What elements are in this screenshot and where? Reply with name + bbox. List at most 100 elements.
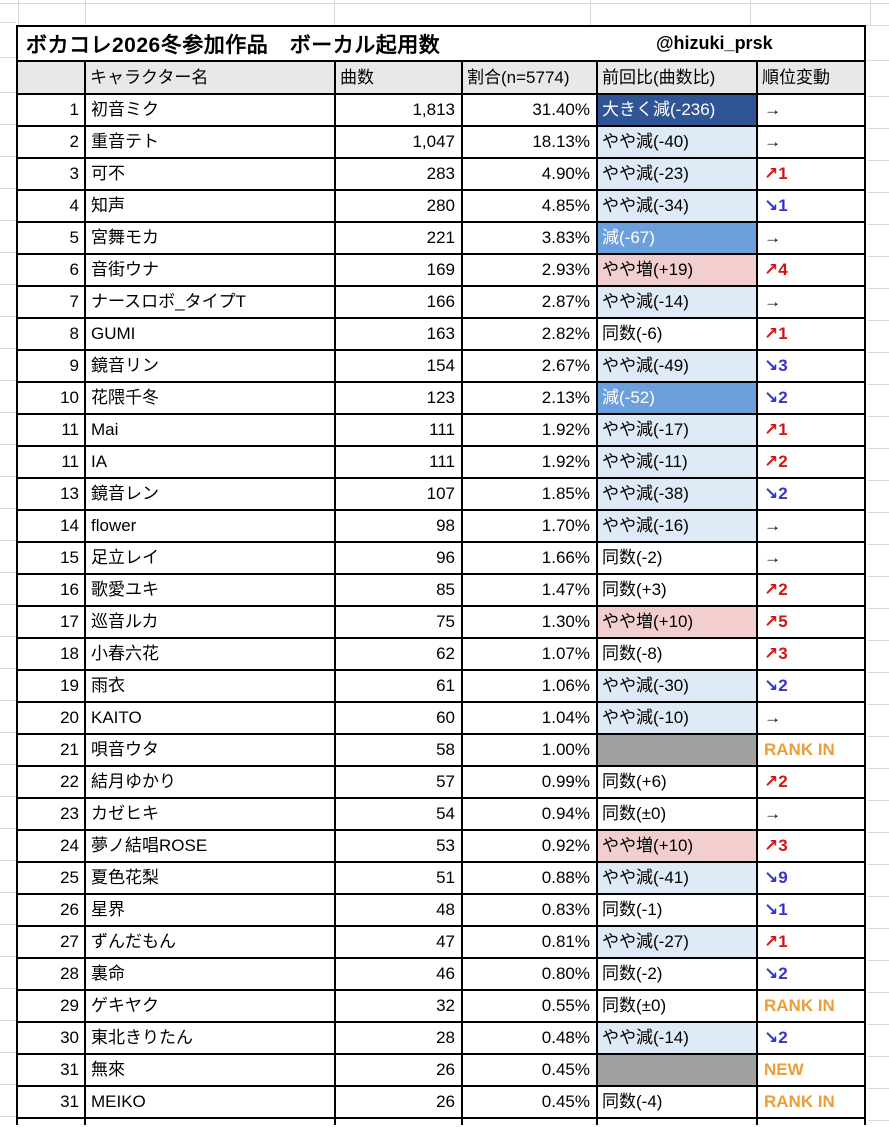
count-cell[interactable]: 47 [336,927,463,957]
prev-cell[interactable]: やや減(-34) [598,191,758,221]
prev-cell[interactable]: 減(-52) [598,383,758,413]
name-cell[interactable]: 初音ミク [86,95,336,125]
name-cell[interactable]: 重音テト [86,127,336,157]
share-cell[interactable]: 1.92% [463,415,598,445]
count-cell[interactable]: 166 [336,287,463,317]
movement-cell[interactable]: ↗2 [764,772,788,791]
rank-cell[interactable]: 27 [18,927,86,957]
movement-cell[interactable]: ↗1 [764,932,788,951]
rank-cell[interactable]: 24 [18,831,86,861]
count-cell[interactable]: 57 [336,767,463,797]
share-cell[interactable]: 2.93% [463,255,598,285]
prev-cell[interactable]: やや減(-27) [598,927,758,957]
count-cell[interactable]: 48 [336,895,463,925]
share-cell[interactable]: 2.13% [463,383,598,413]
prev-cell[interactable]: 同数(-6) [598,319,758,349]
count-cell[interactable]: 46 [336,959,463,989]
movement-cell[interactable]: ↘2 [764,1028,788,1047]
name-cell[interactable]: 唄音ウタ [86,735,336,765]
prev-cell[interactable]: やや増(+10) [598,607,758,637]
prev-cell[interactable] [598,735,758,765]
prev-cell[interactable]: 同数(-2) [598,543,758,573]
prev-cell[interactable]: 同数(-4) [598,1087,758,1117]
movement-cell[interactable]: ↘2 [764,964,788,983]
name-cell[interactable]: 鏡音レン [86,479,336,509]
share-cell[interactable]: 0.92% [463,831,598,861]
prev-cell[interactable]: 同数(-1) [598,895,758,925]
share-cell[interactable]: 0.45% [463,1055,598,1085]
count-cell[interactable]: 280 [336,191,463,221]
name-cell[interactable]: Mai [86,415,336,445]
rank-cell[interactable]: 28 [18,959,86,989]
name-cell[interactable]: 結月ゆかり [86,767,336,797]
share-cell[interactable]: 1.70% [463,511,598,541]
prev-cell[interactable]: やや減(-40) [598,127,758,157]
share-cell[interactable]: 1.92% [463,447,598,477]
prev-cell[interactable]: やや減(-23) [598,159,758,189]
movement-cell[interactable]: → [764,100,781,119]
share-cell[interactable]: 1.30% [463,607,598,637]
prev-cell[interactable]: 同数(±0) [598,799,758,829]
count-cell[interactable]: 61 [336,671,463,701]
count-cell[interactable]: 62 [336,639,463,669]
name-cell[interactable]: flower [86,511,336,541]
movement-cell[interactable]: ↘9 [764,868,788,887]
rank-cell[interactable]: 29 [18,991,86,1021]
prev-cell[interactable]: やや減(-17) [598,415,758,445]
prev-cell[interactable]: やや減(-14) [598,1023,758,1053]
movement-cell[interactable]: → [764,132,781,151]
share-cell[interactable]: 1.07% [463,639,598,669]
movement-cell[interactable]: ↗1 [764,420,788,439]
count-cell[interactable]: 60 [336,703,463,733]
share-cell[interactable]: 1.85% [463,479,598,509]
movement-cell[interactable]: ↘1 [764,196,788,215]
rank-cell[interactable]: 6 [18,255,86,285]
name-cell[interactable]: 東北きりたん [86,1023,336,1053]
count-cell[interactable]: 32 [336,991,463,1021]
count-cell[interactable]: 111 [336,447,463,477]
prev-cell[interactable]: 同数(-8) [598,639,758,669]
rank-cell[interactable]: 4 [18,191,86,221]
name-cell[interactable]: ナースロボ_タイプT [86,287,336,317]
prev-cell[interactable]: 減(-67) [598,223,758,253]
share-cell[interactable]: 0.88% [463,863,598,893]
rank-cell[interactable]: 25 [18,863,86,893]
prev-cell[interactable]: 大きく減(-236) [598,95,758,125]
share-cell[interactable]: 4.90% [463,159,598,189]
prev-cell[interactable]: やや減(-16) [598,511,758,541]
name-cell[interactable]: KAITO [86,703,336,733]
prev-cell[interactable] [598,1055,758,1085]
rank-cell[interactable]: 21 [18,735,86,765]
name-cell[interactable]: 宮舞モカ [86,223,336,253]
prev-cell[interactable]: やや減(-10) [598,703,758,733]
count-cell[interactable]: 163 [336,319,463,349]
name-cell[interactable]: MEIKO [86,1087,336,1117]
share-cell[interactable]: 1.66% [463,543,598,573]
prev-cell[interactable]: 同数(±0) [598,991,758,1021]
movement-cell[interactable]: → [764,516,781,535]
count-cell[interactable]: 111 [336,415,463,445]
prev-cell[interactable]: 同数(-2) [598,959,758,989]
share-cell[interactable]: 31.40% [463,95,598,125]
name-cell[interactable]: 無來 [86,1055,336,1085]
name-cell[interactable]: 音街ウナ [86,255,336,285]
count-cell[interactable]: 75 [336,607,463,637]
movement-cell[interactable]: ↘2 [764,676,788,695]
movement-cell[interactable]: ↘2 [764,484,788,503]
count-cell[interactable]: 154 [336,351,463,381]
prev-cell[interactable]: やや減(-41) [598,863,758,893]
count-cell[interactable]: 53 [336,831,463,861]
count-cell[interactable]: 54 [336,799,463,829]
prev-cell[interactable]: やや減(-49) [598,351,758,381]
rank-cell[interactable]: 15 [18,543,86,573]
prev-cell[interactable]: やや減(-11) [598,447,758,477]
rank-cell[interactable]: 8 [18,319,86,349]
name-cell[interactable]: 星界 [86,895,336,925]
name-cell[interactable]: 花隈千冬 [86,383,336,413]
name-cell[interactable]: 知声 [86,191,336,221]
rank-cell[interactable]: 14 [18,511,86,541]
rank-cell[interactable]: 26 [18,895,86,925]
count-cell[interactable]: 283 [336,159,463,189]
movement-cell[interactable]: → [764,804,781,823]
share-cell[interactable]: 18.13% [463,127,598,157]
